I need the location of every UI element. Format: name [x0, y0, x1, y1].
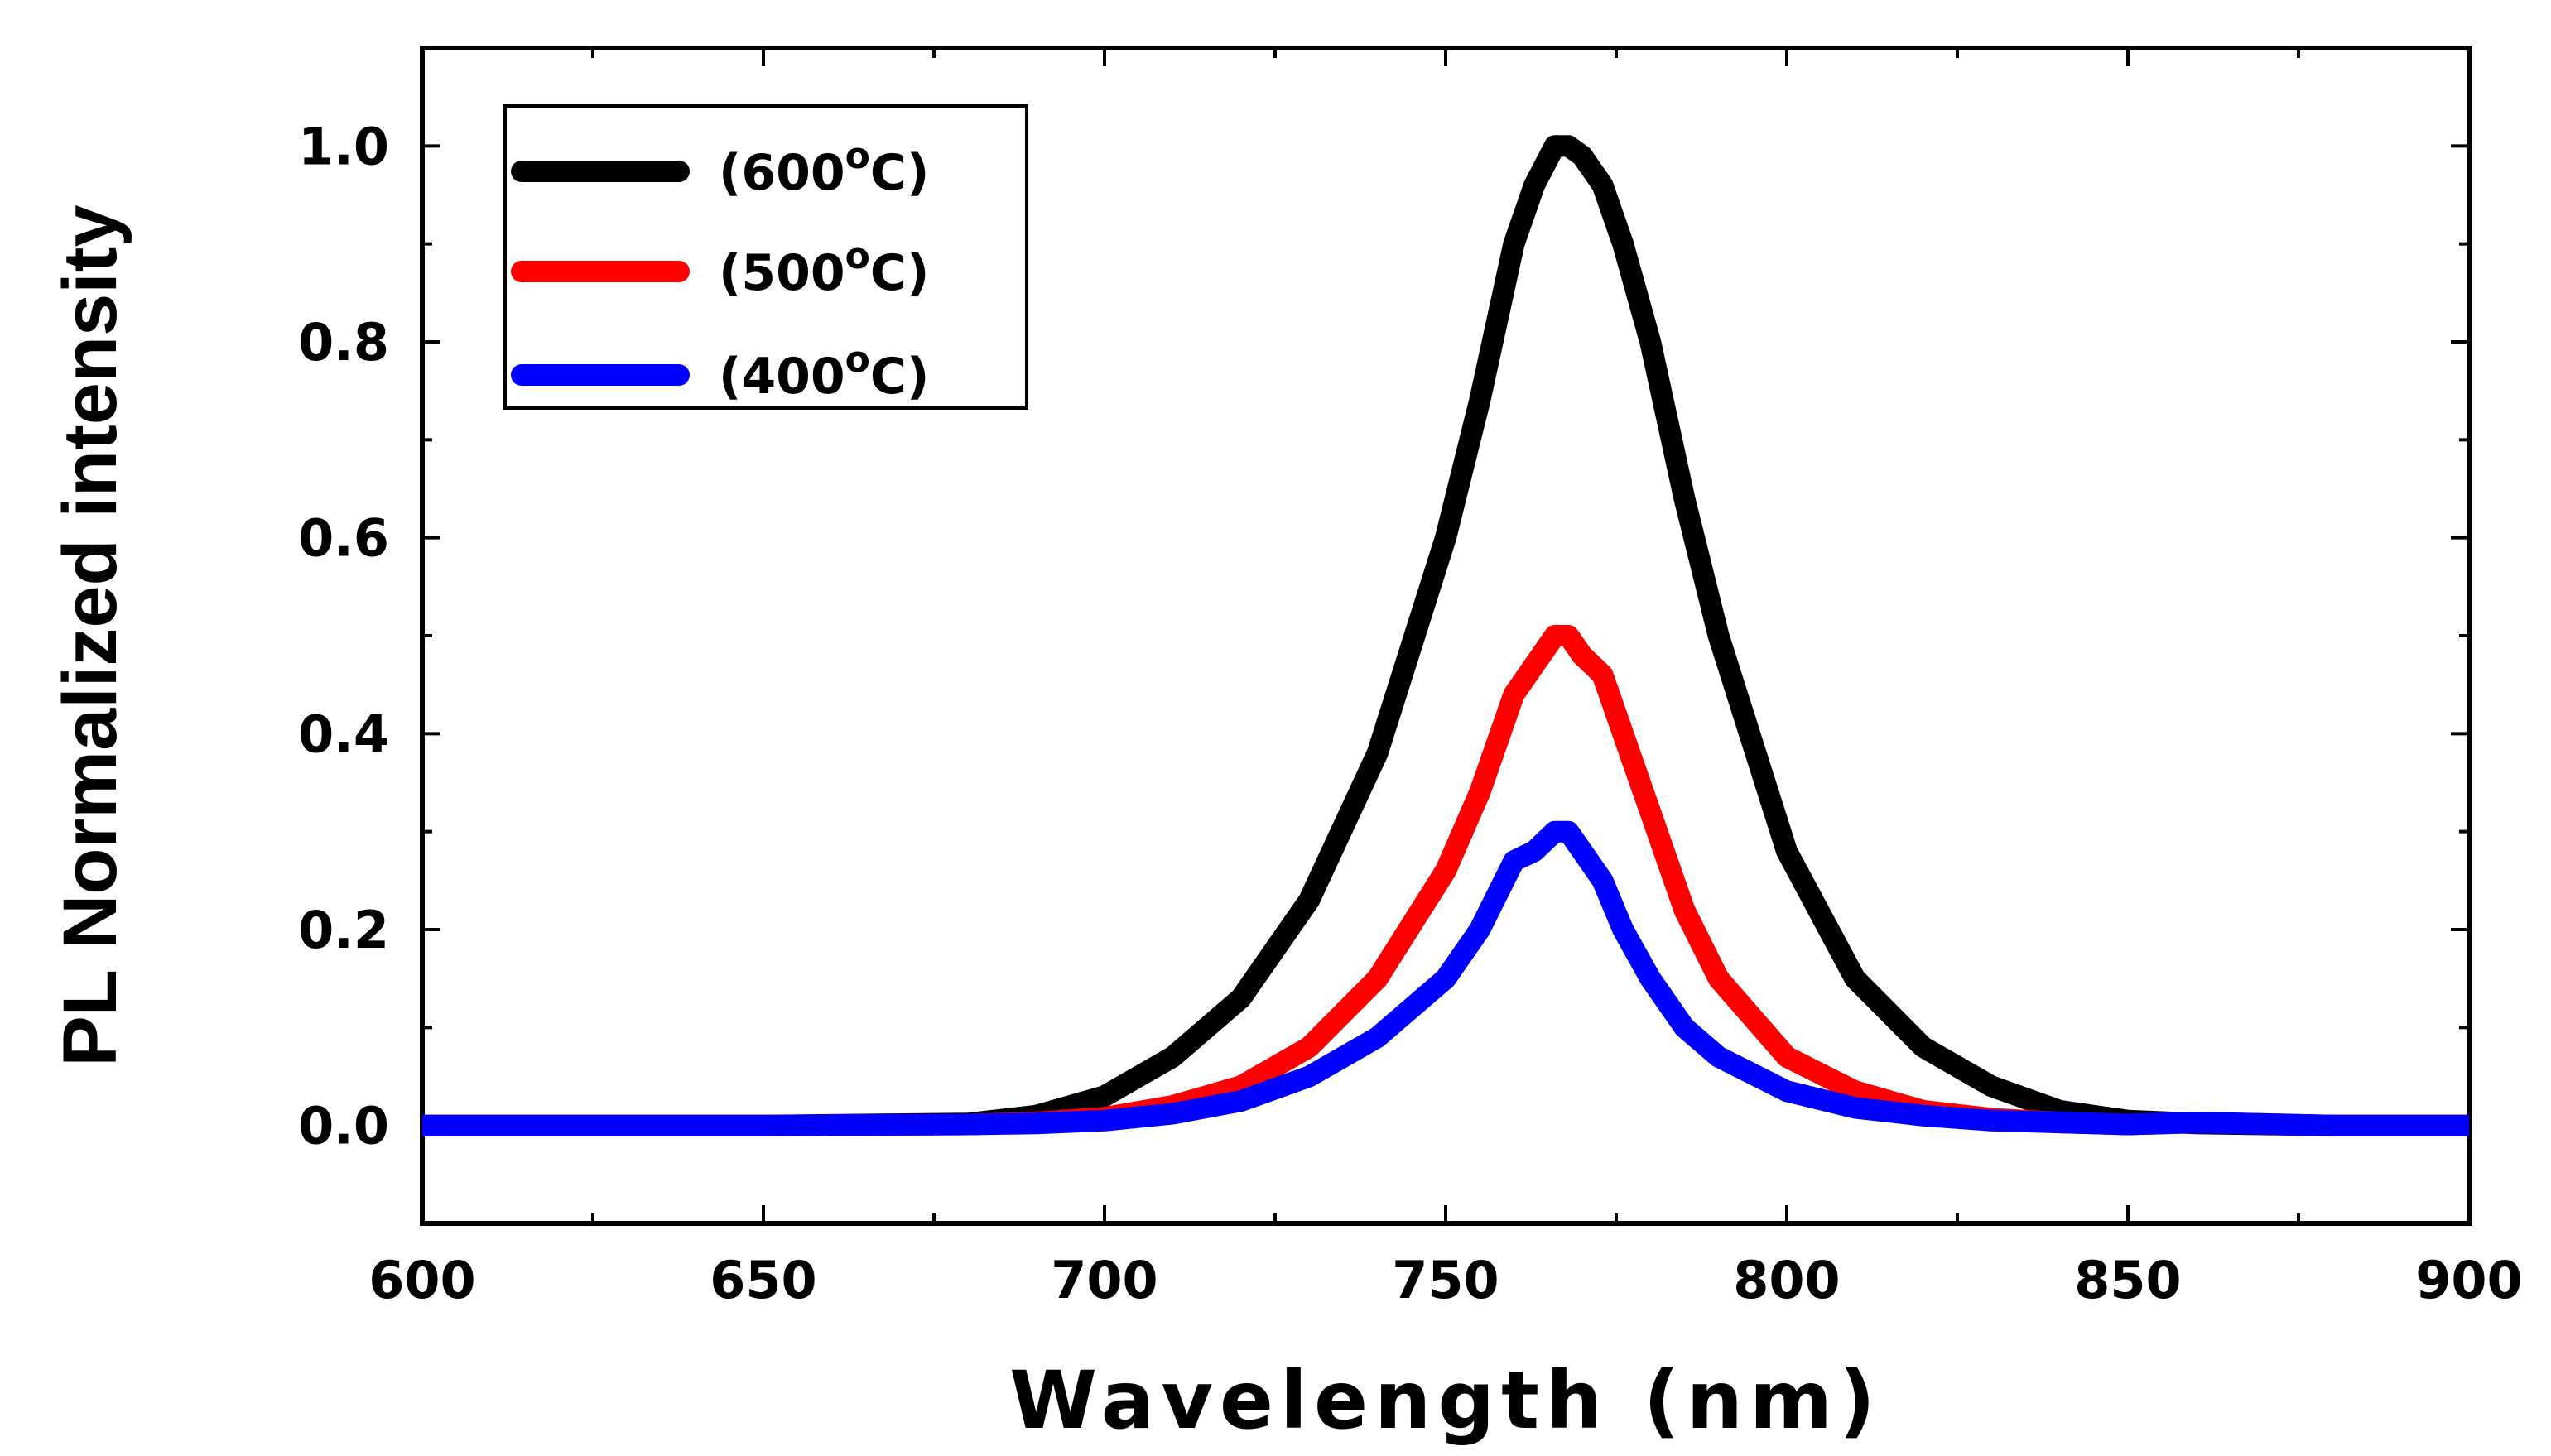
x-tick-label: 600 [368, 1250, 475, 1310]
x-axis-title: Wavelength (nm) [1009, 1354, 1882, 1447]
x-tick-label: 850 [2074, 1250, 2181, 1310]
legend-box [503, 104, 1028, 410]
legend: (600oC) (500oC) (400oC) [503, 104, 1028, 410]
y-axis: 0.0 0.2 0.4 0.6 0.8 1.0 [298, 116, 2469, 1225]
y-tick-label: 0.4 [298, 704, 389, 764]
series-layer [422, 135, 2469, 1136]
x-tick-label: 800 [1733, 1250, 1840, 1310]
y-tick-label: 0.6 [298, 508, 389, 569]
x-tick-label: 650 [710, 1250, 816, 1310]
x-tick-label: 750 [1392, 1250, 1499, 1310]
x-tick-label: 700 [1051, 1250, 1158, 1310]
series-line [422, 820, 2469, 1136]
y-tick-label: 0.0 [298, 1096, 389, 1156]
y-tick-label: 0.2 [298, 900, 389, 960]
legend-label: (400oC) [719, 339, 929, 406]
y-axis-title: PL Normalized intensity [48, 204, 132, 1066]
x-axis: 600 650 700 750 800 850 900 [368, 48, 2523, 1310]
legend-label: (600oC) [719, 135, 929, 202]
series-line [422, 625, 2469, 1136]
y-tick-label: 1.0 [298, 116, 389, 176]
legend-label: (500oC) [719, 235, 929, 302]
x-tick-label: 900 [2415, 1250, 2522, 1310]
y-tick-label: 0.8 [298, 312, 389, 372]
series-line [422, 135, 2469, 1136]
